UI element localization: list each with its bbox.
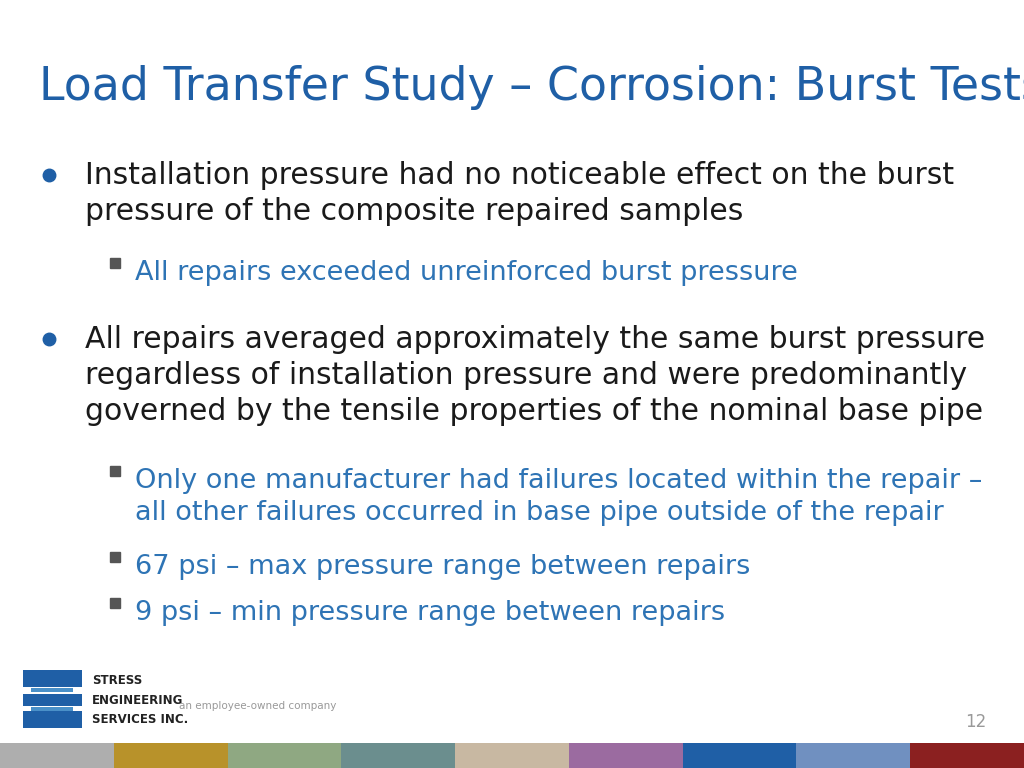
Bar [32,688,73,693]
Text: Only one manufacturer had failures located within the repair –
all other failure: Only one manufacturer had failures locat… [135,468,983,526]
Text: 9 psi – min pressure range between repairs: 9 psi – min pressure range between repai… [135,600,725,626]
Text: All repairs exceeded unreinforced burst pressure: All repairs exceeded unreinforced burst … [135,260,798,286]
Bar [455,743,569,768]
Bar [32,707,73,711]
Bar [110,598,120,608]
Text: All repairs averaged approximately the same burst pressure
regardless of install: All repairs averaged approximately the s… [85,325,985,425]
Bar [23,694,82,707]
Text: SERVICES INC.: SERVICES INC. [92,713,188,727]
Text: 12: 12 [965,713,986,730]
Bar [110,552,120,562]
Text: Load Transfer Study – Corrosion: Burst Tests: Load Transfer Study – Corrosion: Burst T… [39,65,1024,111]
Bar [23,711,82,728]
Bar [227,743,341,768]
Text: ENGINEERING: ENGINEERING [92,694,183,707]
Bar [797,743,910,768]
Bar [23,670,82,687]
Text: 67 psi – max pressure range between repairs: 67 psi – max pressure range between repa… [135,554,751,580]
Bar [23,670,82,728]
Bar [110,466,120,476]
Bar [910,743,1024,768]
Bar [341,743,455,768]
Bar [114,743,227,768]
Bar [110,258,120,268]
Text: STRESS: STRESS [92,674,142,687]
Text: an employee-owned company: an employee-owned company [179,701,337,711]
Bar [683,743,797,768]
Text: Installation pressure had no noticeable effect on the burst
pressure of the comp: Installation pressure had no noticeable … [85,161,954,227]
Bar [0,743,114,768]
Bar [569,743,683,768]
